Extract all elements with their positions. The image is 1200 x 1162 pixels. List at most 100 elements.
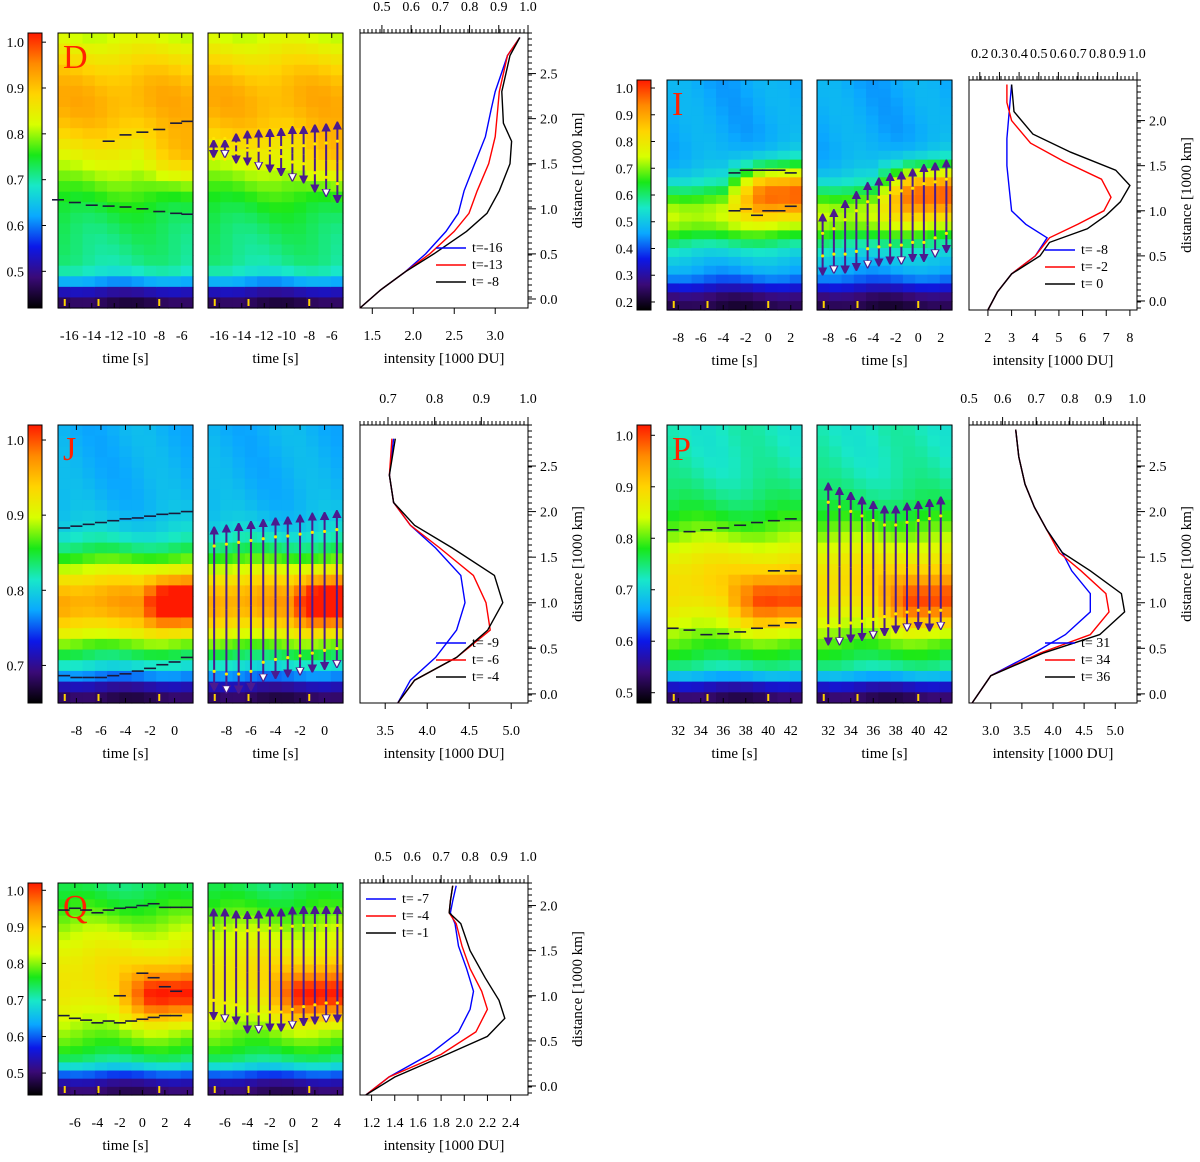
image-cell [691, 177, 705, 187]
image-cell [878, 88, 892, 99]
image-cell [208, 212, 221, 224]
image-cell [107, 907, 120, 917]
image-cell [927, 446, 941, 458]
image-cell [269, 1078, 283, 1088]
yellow-marker [843, 218, 847, 222]
image-cell [208, 891, 221, 900]
image-cell [180, 33, 194, 45]
colorbar-tick-label: 0.8 [616, 532, 634, 547]
image-cell [853, 564, 867, 576]
image-cell [70, 1037, 84, 1047]
image-cell [119, 499, 133, 512]
image-cell [244, 212, 258, 224]
image-cell [915, 88, 929, 99]
image-cell [728, 106, 742, 116]
image-cell [168, 159, 182, 172]
image-cell [679, 88, 693, 99]
image-cell [841, 596, 855, 608]
image-cell [318, 255, 332, 267]
image-cell [789, 574, 803, 586]
image-cell [119, 531, 133, 544]
image-cell [740, 133, 754, 143]
image-cell [902, 649, 916, 661]
image-cell [318, 1054, 332, 1063]
image-cell [866, 80, 879, 90]
image-cell [58, 997, 71, 1006]
image-cell [257, 265, 270, 277]
image-cell [143, 128, 157, 140]
image-cell [58, 85, 71, 98]
image-cell [939, 521, 953, 533]
image-cell [817, 681, 830, 693]
image-cell [703, 628, 717, 640]
image-cell [94, 564, 108, 576]
image-cell [740, 230, 754, 240]
image-cell [156, 1005, 170, 1015]
image-cell [143, 255, 157, 267]
image-cell [740, 649, 754, 661]
image-cell [789, 115, 803, 125]
image-cell [777, 510, 791, 522]
image-cell [156, 170, 170, 182]
norm-tick-label: 1.0 [1128, 47, 1146, 62]
image-cell [703, 177, 717, 187]
image-cell [318, 1086, 332, 1096]
image-cell [293, 212, 307, 224]
image-cell [703, 150, 717, 161]
image-cell [94, 191, 108, 203]
image-cell [257, 202, 270, 214]
image-cell [306, 107, 320, 119]
image-cell [244, 191, 258, 203]
image-cell [94, 233, 108, 246]
image-cell [70, 883, 84, 892]
series-line [365, 885, 475, 1096]
time-tick-label: -16 [60, 329, 79, 344]
image-cell [107, 107, 120, 119]
image-cell [740, 499, 754, 512]
image-cell [728, 681, 742, 693]
image-cell [94, 276, 108, 288]
image-cell [915, 230, 929, 240]
image-cell [293, 75, 307, 87]
image-cell [703, 531, 717, 544]
image-cell [269, 255, 283, 267]
image-cell [306, 956, 320, 966]
image-cell [156, 149, 170, 161]
distance-tick-label: 2.0 [540, 113, 558, 128]
image-cell [220, 244, 234, 256]
image-cell [220, 297, 234, 309]
image-cell [293, 989, 307, 998]
image-cell [58, 899, 71, 909]
image-cell [902, 638, 916, 651]
image-cell [878, 150, 892, 161]
image-cell [829, 274, 843, 285]
image-cell [306, 940, 320, 949]
image-cell [269, 923, 283, 933]
image-cell [679, 248, 693, 258]
image-cell [902, 478, 916, 490]
image-cell [752, 221, 766, 231]
image-cell [244, 107, 258, 119]
image-cell [168, 457, 182, 469]
image-cell [70, 585, 84, 597]
image-cell [890, 467, 904, 480]
distance-tick-label: 1.5 [540, 945, 558, 960]
image-cell [703, 230, 717, 240]
image-cell [168, 606, 182, 619]
image-cell [306, 457, 320, 469]
image-cell [817, 177, 830, 187]
image-cell [765, 478, 779, 490]
yellow-marker [335, 923, 339, 927]
legend: t= -9t= -6t= -4 [436, 636, 499, 685]
image-cell [94, 1029, 108, 1039]
image-cell [131, 297, 145, 309]
image-cell [269, 931, 283, 941]
image-cell [143, 940, 157, 949]
image-cell [853, 292, 867, 302]
image-cell [789, 596, 803, 608]
intensity-tick-label: 6 [1079, 331, 1086, 346]
image-cell [667, 115, 680, 125]
image-cell [208, 265, 221, 277]
distance-tick-label: 2.0 [540, 900, 558, 915]
yellow-marker [224, 542, 229, 546]
